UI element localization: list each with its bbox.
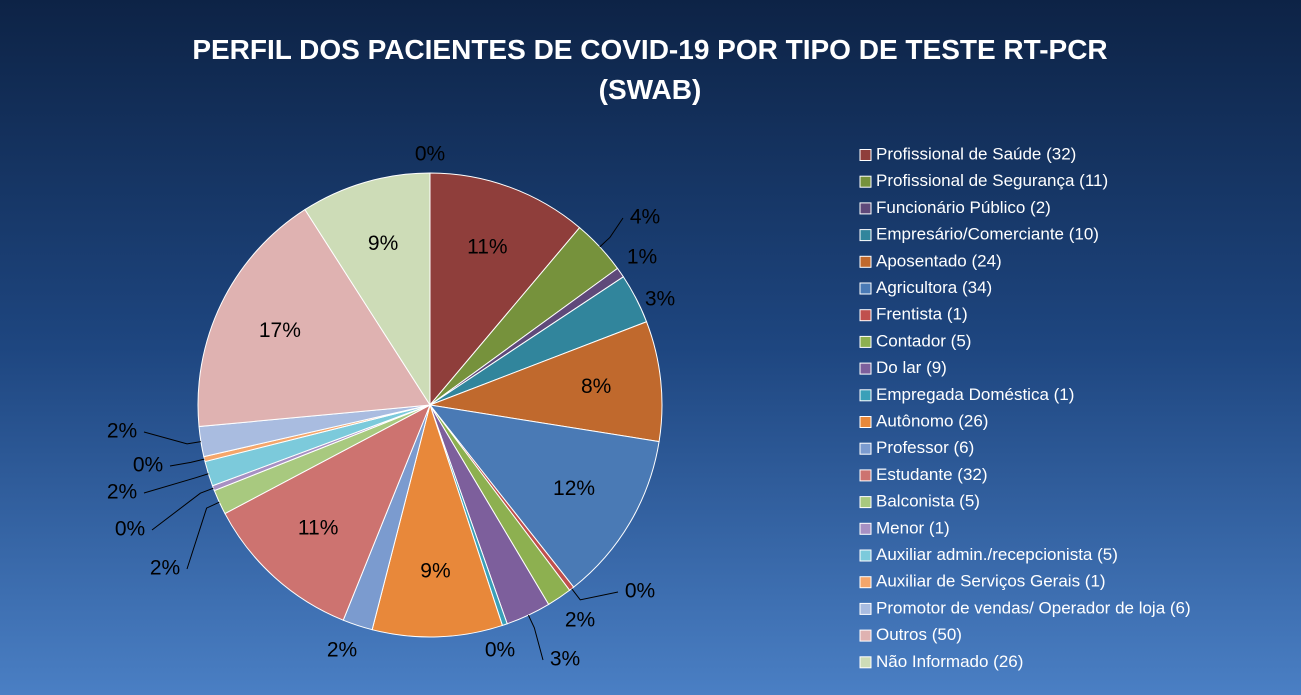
legend-label: Contador (5) xyxy=(876,331,971,350)
legend-swatch xyxy=(859,202,872,215)
data-label: 3% xyxy=(645,288,675,311)
data-label: 2% xyxy=(150,557,180,580)
leader-line xyxy=(169,458,205,467)
leader-line xyxy=(599,217,624,248)
data-label: 9% xyxy=(420,559,450,582)
legend-swatch xyxy=(859,282,872,295)
legend-label: Auxiliar de Serviços Gerais (1) xyxy=(876,572,1106,591)
leader-line xyxy=(143,431,201,445)
data-label: 0% xyxy=(415,143,445,166)
legend-swatch xyxy=(859,255,872,268)
legend-label: Empregada Doméstica (1) xyxy=(876,385,1074,404)
data-label: 2% xyxy=(107,420,137,443)
data-label: 12% xyxy=(553,477,595,500)
data-label: 11% xyxy=(467,236,507,259)
legend-swatch xyxy=(859,549,872,562)
legend-swatch xyxy=(859,602,872,615)
data-label: 2% xyxy=(327,639,357,662)
legend-label: Frentista (1) xyxy=(876,305,968,324)
pie-slice xyxy=(428,404,660,588)
data-label: 3% xyxy=(550,648,580,671)
legend-label: Professor (6) xyxy=(876,438,974,457)
pie-slice xyxy=(371,403,504,638)
legend-label: Auxiliar admin./recepcionista (5) xyxy=(876,545,1118,564)
leader-line xyxy=(571,588,619,601)
legend-swatch xyxy=(859,656,872,669)
data-label: 8% xyxy=(581,375,611,398)
legend-label: Autônomo (26) xyxy=(876,411,988,430)
data-label: 17% xyxy=(259,319,301,342)
data-label: 11% xyxy=(298,517,338,540)
pie-slice xyxy=(428,321,663,443)
legend-swatch xyxy=(859,416,872,428)
legend-swatch xyxy=(859,629,872,642)
legend-swatch xyxy=(859,149,872,161)
legend-swatch xyxy=(859,389,872,402)
legend-label: Balconista (5) xyxy=(876,492,980,511)
legend-swatch xyxy=(859,362,872,375)
data-label: 9% xyxy=(368,232,398,255)
legend-swatch xyxy=(859,522,872,535)
legend-label: Agricultora (34) xyxy=(876,278,992,297)
legend-swatch xyxy=(859,229,872,242)
data-label: 4% xyxy=(630,206,660,229)
chart-title: PERFIL DOS PACIENTES DE COVID-19 POR TIP… xyxy=(192,34,1108,105)
legend-swatch xyxy=(859,496,872,509)
legend-label: Estudante (32) xyxy=(876,465,988,484)
legend-swatch xyxy=(859,469,872,482)
legend-label: Profissional de Segurança (11) xyxy=(876,171,1108,190)
pie-slice xyxy=(304,172,431,407)
leader-line xyxy=(151,487,214,531)
legend-label: Promotor de vendas/ Operador de loja (6) xyxy=(876,598,1191,617)
legend-label: Profissional de Saúde (32) xyxy=(876,144,1076,163)
data-label: 2% xyxy=(107,481,137,504)
legend-label: Outros (50) xyxy=(876,625,962,644)
leader-line xyxy=(527,614,544,661)
legend-swatch xyxy=(859,335,872,348)
leader-line xyxy=(186,501,220,570)
legend-label: Não Informado (26) xyxy=(876,652,1023,671)
legend-label: Funcionário Público (2) xyxy=(876,198,1051,217)
pie-slice xyxy=(429,172,581,407)
pie-slice xyxy=(197,208,431,428)
data-label: 0% xyxy=(625,580,655,603)
legend-label: Empresário/Comerciante (10) xyxy=(876,225,1099,244)
legend-swatch xyxy=(859,576,872,589)
data-label: 0% xyxy=(485,639,515,662)
legend-swatch xyxy=(859,309,872,322)
leader-line xyxy=(143,473,209,494)
pie-slice xyxy=(224,403,431,621)
legend-swatch xyxy=(859,442,872,455)
data-label: 1% xyxy=(627,246,657,269)
data-label: 0% xyxy=(115,518,145,541)
legend-label: Do lar (9) xyxy=(876,358,947,377)
legend-label: Menor (1) xyxy=(876,518,950,537)
data-label: 0% xyxy=(133,454,163,477)
legend-swatch xyxy=(859,175,872,188)
legend-label: Aposentado (24) xyxy=(876,251,1002,270)
data-label: 2% xyxy=(565,609,595,632)
